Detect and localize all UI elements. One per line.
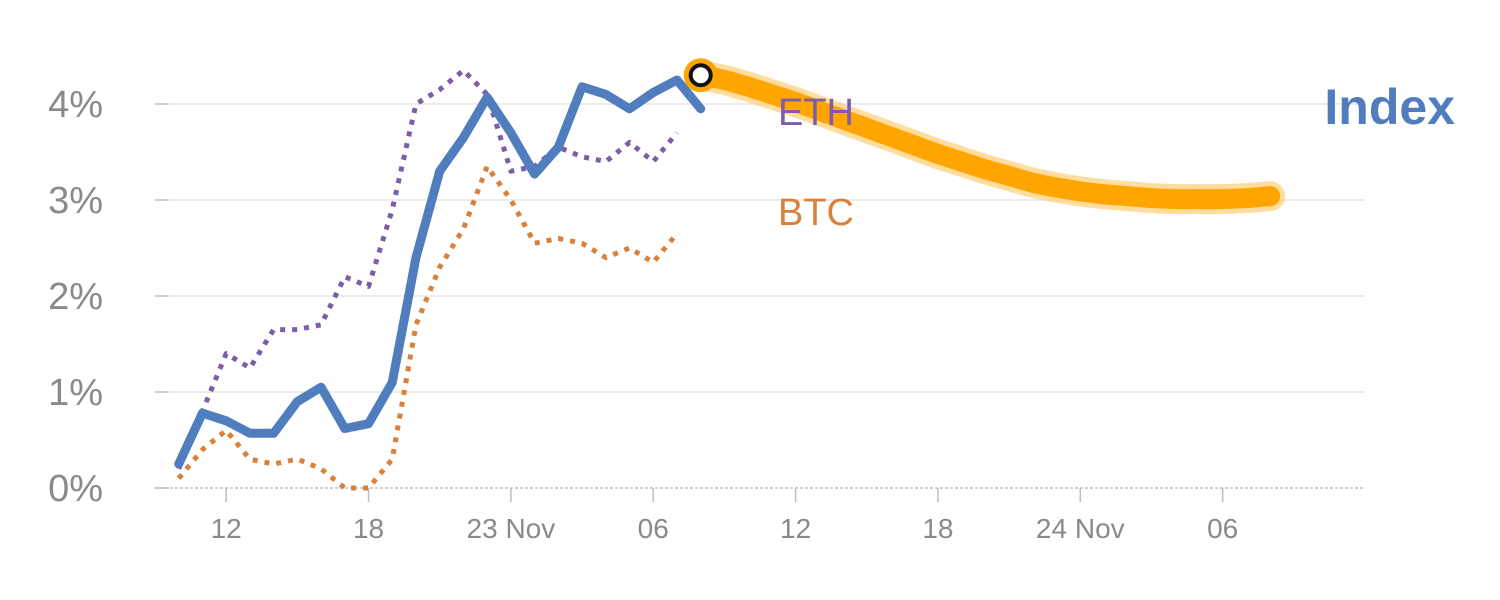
forecast-line [690,65,1281,210]
series-label-index: Index [1324,79,1455,135]
y-tick-label: 1% [48,372,103,414]
x-tick-label: 12 [780,513,811,544]
y-axis: 0% 1% 2% 3% 4% [48,84,169,510]
series-layer [174,67,706,491]
series-line-index [174,75,706,469]
marker-layer [683,58,718,93]
x-tick-label: 06 [638,513,669,544]
forecast-layer [685,60,1286,215]
x-tick-label: 18 [353,513,384,544]
y-tick-label: 4% [48,84,103,126]
y-tick-label: 3% [48,180,103,222]
series-label-eth: ETH [778,92,854,134]
x-tick-label: 24 Nov [1036,513,1125,544]
series-line-eth [176,67,679,470]
x-tick-label: 18 [922,513,953,544]
y-tick-label: 2% [48,276,103,318]
x-axis: 12 18 23 Nov 06 12 18 24 Nov 06 [211,488,1238,544]
x-tick-label: 23 Nov [467,513,556,544]
y-tick-label: 0% [48,468,103,510]
series-label-btc: BTC [778,192,854,234]
grid [170,103,1365,393]
series-line-btc [176,163,679,491]
latest-point-marker [688,63,713,88]
x-tick-label: 06 [1207,513,1238,544]
x-tick-label: 12 [211,513,242,544]
